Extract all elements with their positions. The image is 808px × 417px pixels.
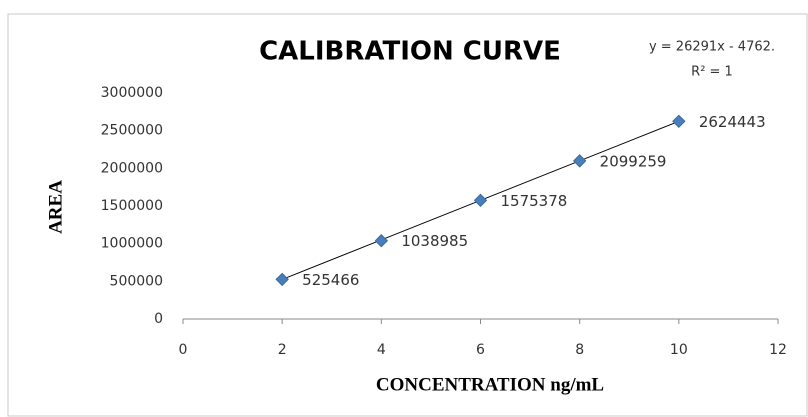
trendline-equation: y = 26291x - 4762. <box>649 40 775 55</box>
y-tick-label: 3000000 <box>101 85 163 101</box>
data-point <box>275 272 289 287</box>
data-label: 525466 <box>302 271 359 289</box>
chart-title: CALIBRATION CURVE <box>259 37 561 67</box>
data-point <box>672 114 686 128</box>
data-point <box>473 193 488 208</box>
x-tick-label: 10 <box>670 342 688 358</box>
data-label: 2099259 <box>600 152 667 170</box>
data-label: 1575378 <box>501 192 568 210</box>
x-tick-label: 12 <box>769 342 787 358</box>
r-squared: R² = 1 <box>691 65 733 80</box>
x-tick-label: 2 <box>278 342 287 358</box>
y-tick-label: 2500000 <box>101 123 163 139</box>
x-tick-label: 4 <box>377 342 386 358</box>
y-axis-label: AREA <box>45 180 66 234</box>
data-label: 2624443 <box>699 113 766 131</box>
x-axis-label: CONCENTRATION ng/mL <box>376 374 604 395</box>
data-label: 1038985 <box>401 232 468 250</box>
y-tick-label: 2000000 <box>101 160 163 176</box>
data-point <box>374 234 389 248</box>
y-tick-label: 1500000 <box>101 198 163 214</box>
y-tick-label: 0 <box>154 311 163 327</box>
y-tick-label: 1000000 <box>101 236 163 252</box>
y-tick-label: 500000 <box>110 273 163 289</box>
x-tick-label: 0 <box>179 342 188 358</box>
chart-frame <box>7 13 808 417</box>
x-tick-label: 8 <box>575 342 584 358</box>
data-point <box>572 154 587 168</box>
x-tick-label: 6 <box>476 342 485 358</box>
